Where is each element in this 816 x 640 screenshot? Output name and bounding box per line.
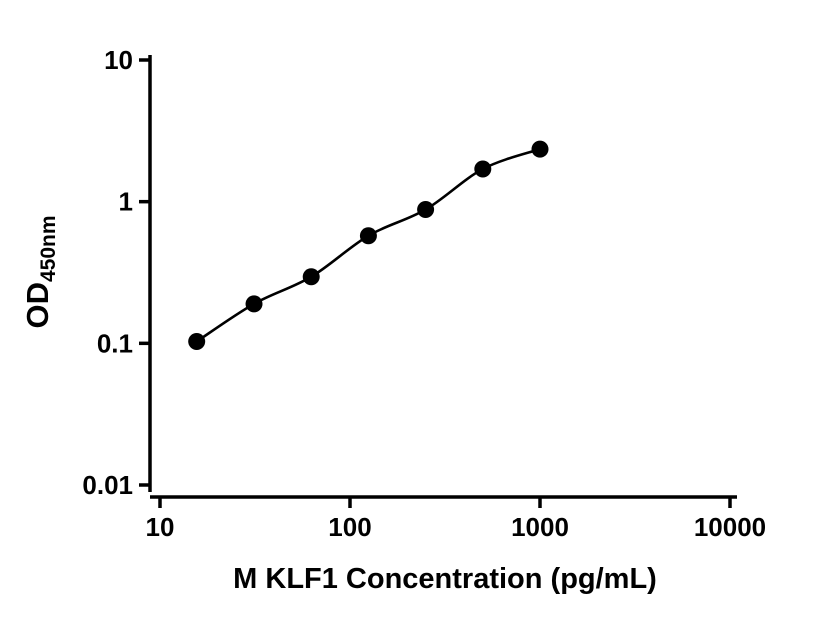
data-point xyxy=(188,333,206,351)
x-axis-title: M KLF1 Concentration (pg/mL) xyxy=(233,563,657,595)
x-tick-label: 100 xyxy=(328,512,371,542)
y-axis-title-main: OD xyxy=(20,282,55,329)
x-tick-label: 1000 xyxy=(511,512,569,542)
data-point xyxy=(531,140,549,158)
y-axis-title-sub: 450nm xyxy=(37,215,60,282)
data-point xyxy=(474,160,492,178)
y-axis-title: OD450nm xyxy=(20,215,60,328)
data-point xyxy=(417,201,435,219)
data-point xyxy=(245,295,263,313)
data-point xyxy=(302,268,320,286)
y-tick-label: 10 xyxy=(104,45,133,75)
data-point xyxy=(359,227,377,245)
y-tick-label: 0.01 xyxy=(82,470,133,500)
y-tick-label: 1 xyxy=(119,187,133,217)
x-tick-label: 10 xyxy=(146,512,175,542)
x-tick-label: 10000 xyxy=(694,512,766,542)
fit-curve xyxy=(195,147,541,343)
y-tick-label: 0.1 xyxy=(97,328,133,358)
